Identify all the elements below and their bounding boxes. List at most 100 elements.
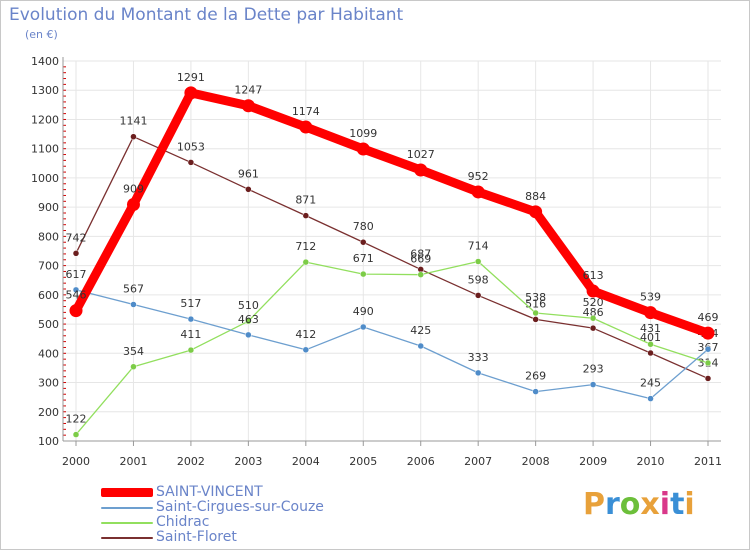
data-point-series-3 [704, 375, 712, 382]
y-tick-label: 800 [38, 230, 59, 243]
data-point-series-3 [72, 250, 80, 257]
data-label-series-3: 516 [525, 297, 546, 310]
legend-item-2: Chidrac [101, 515, 324, 530]
data-label-series-1: 425 [410, 324, 431, 337]
data-point-saint-vincent [356, 142, 370, 156]
data-label-series-1: 333 [468, 351, 489, 364]
data-point-series-2 [589, 314, 597, 322]
data-point-series-2 [72, 431, 80, 438]
data-label-series-0: 613 [583, 269, 604, 282]
y-tick-label: 400 [38, 347, 59, 360]
legend-item-1: Saint-Cirgues-sur-Couze [101, 500, 324, 515]
data-point-series-3 [589, 324, 597, 332]
legend: SAINT-VINCENT Saint-Cirgues-sur-Couze Chid… [101, 485, 324, 545]
data-label-series-3: 401 [640, 331, 661, 344]
series-line-1 [75, 289, 709, 400]
y-tick-label: 200 [38, 406, 59, 419]
y-tick-label: 1200 [31, 113, 59, 126]
data-point-series-3 [647, 349, 654, 357]
y-tick-label: 700 [38, 260, 59, 273]
x-tick-label: 2010 [637, 455, 665, 468]
data-label-series-2: 122 [66, 413, 87, 426]
series-line-0 [71, 88, 713, 338]
data-label-series-1: 269 [525, 370, 546, 383]
data-point-series-3 [532, 316, 539, 323]
data-label-series-0: 1291 [177, 71, 205, 84]
data-point-series-1 [417, 342, 424, 350]
data-point-series-1 [130, 301, 137, 308]
data-label-series-2: 520 [583, 296, 604, 309]
x-tick-label: 2005 [349, 455, 377, 468]
data-label-series-2: 669 [410, 253, 431, 266]
data-label-series-3: 598 [468, 273, 489, 286]
y-tick-label: 1300 [31, 84, 59, 97]
data-point-series-2 [704, 359, 712, 367]
data-point-series-3 [474, 292, 482, 299]
data-label-series-3: 486 [583, 306, 604, 319]
data-point-series-1 [72, 286, 80, 294]
legend-item-3: Saint-Floret [101, 530, 324, 545]
x-tick-label: 2004 [292, 455, 320, 468]
data-label-series-1: 293 [583, 363, 604, 376]
data-label-series-1: 412 [295, 328, 316, 341]
x-tick-label: 2007 [464, 455, 492, 468]
data-label-series-2: 714 [468, 240, 489, 253]
data-label-series-3: 687 [410, 247, 431, 260]
data-point-series-1 [532, 388, 539, 395]
data-point-saint-vincent [644, 306, 658, 320]
data-label-series-1: 245 [640, 377, 661, 390]
legend-label: Saint-Cirgues-sur-Couze [156, 499, 324, 515]
data-point-series-2 [187, 346, 195, 354]
data-point-series-3 [360, 238, 367, 246]
legend-swatch [101, 506, 153, 509]
data-point-series-1 [589, 381, 597, 388]
data-point-series-2 [532, 309, 539, 317]
data-label-series-0: 884 [525, 190, 546, 203]
y-tick-label: 500 [38, 318, 59, 331]
data-point-series-3 [302, 212, 310, 219]
data-label-series-2: 538 [525, 291, 546, 304]
data-label-series-0: 1174 [292, 105, 320, 118]
x-tick-label: 2002 [177, 455, 205, 468]
y-tick-label: 900 [38, 201, 59, 214]
data-point-series-2 [647, 340, 654, 348]
data-label-series-1: 567 [123, 282, 144, 295]
legend-swatch [101, 488, 153, 497]
y-tick-label: 300 [38, 377, 59, 390]
x-tick-label: 2003 [234, 455, 262, 468]
legend-swatch [101, 521, 153, 524]
data-label-series-0: 539 [640, 291, 661, 304]
data-point-series-1 [474, 369, 482, 377]
data-point-series-3 [130, 133, 137, 140]
data-point-series-2 [360, 270, 367, 278]
data-label-series-3: 780 [353, 220, 374, 233]
y-tick-label: 1000 [31, 172, 59, 185]
data-label-series-2: 411 [180, 328, 201, 341]
x-tick-label: 2011 [694, 455, 722, 468]
data-point-series-1 [704, 345, 712, 353]
x-tick-label: 2006 [407, 455, 435, 468]
proxiti-logo: Proxiti [583, 487, 695, 522]
legend-label: Saint-Floret [156, 529, 237, 545]
series-line-3 [75, 136, 709, 380]
x-tick-label: 2001 [119, 455, 147, 468]
y-tick-label: 600 [38, 289, 59, 302]
data-label-series-3: 961 [238, 167, 259, 180]
y-tick-label: 1100 [31, 143, 59, 156]
data-point-series-1 [187, 315, 195, 323]
legend-label: Chidrac [156, 514, 210, 530]
data-label-series-2: 354 [123, 345, 144, 358]
y-unit-label: (en €) [25, 28, 58, 41]
data-label-series-0: 909 [123, 183, 144, 196]
data-point-saint-vincent [414, 163, 428, 177]
y-tick-label: 100 [38, 435, 59, 448]
data-point-series-1 [647, 395, 654, 402]
data-point-series-2 [302, 258, 310, 266]
data-label-series-0: 1027 [407, 148, 435, 161]
data-label-series-1: 463 [238, 313, 259, 326]
data-label-series-0: 546 [66, 289, 87, 302]
series-line-2 [75, 260, 709, 436]
data-point-saint-vincent [126, 198, 140, 212]
